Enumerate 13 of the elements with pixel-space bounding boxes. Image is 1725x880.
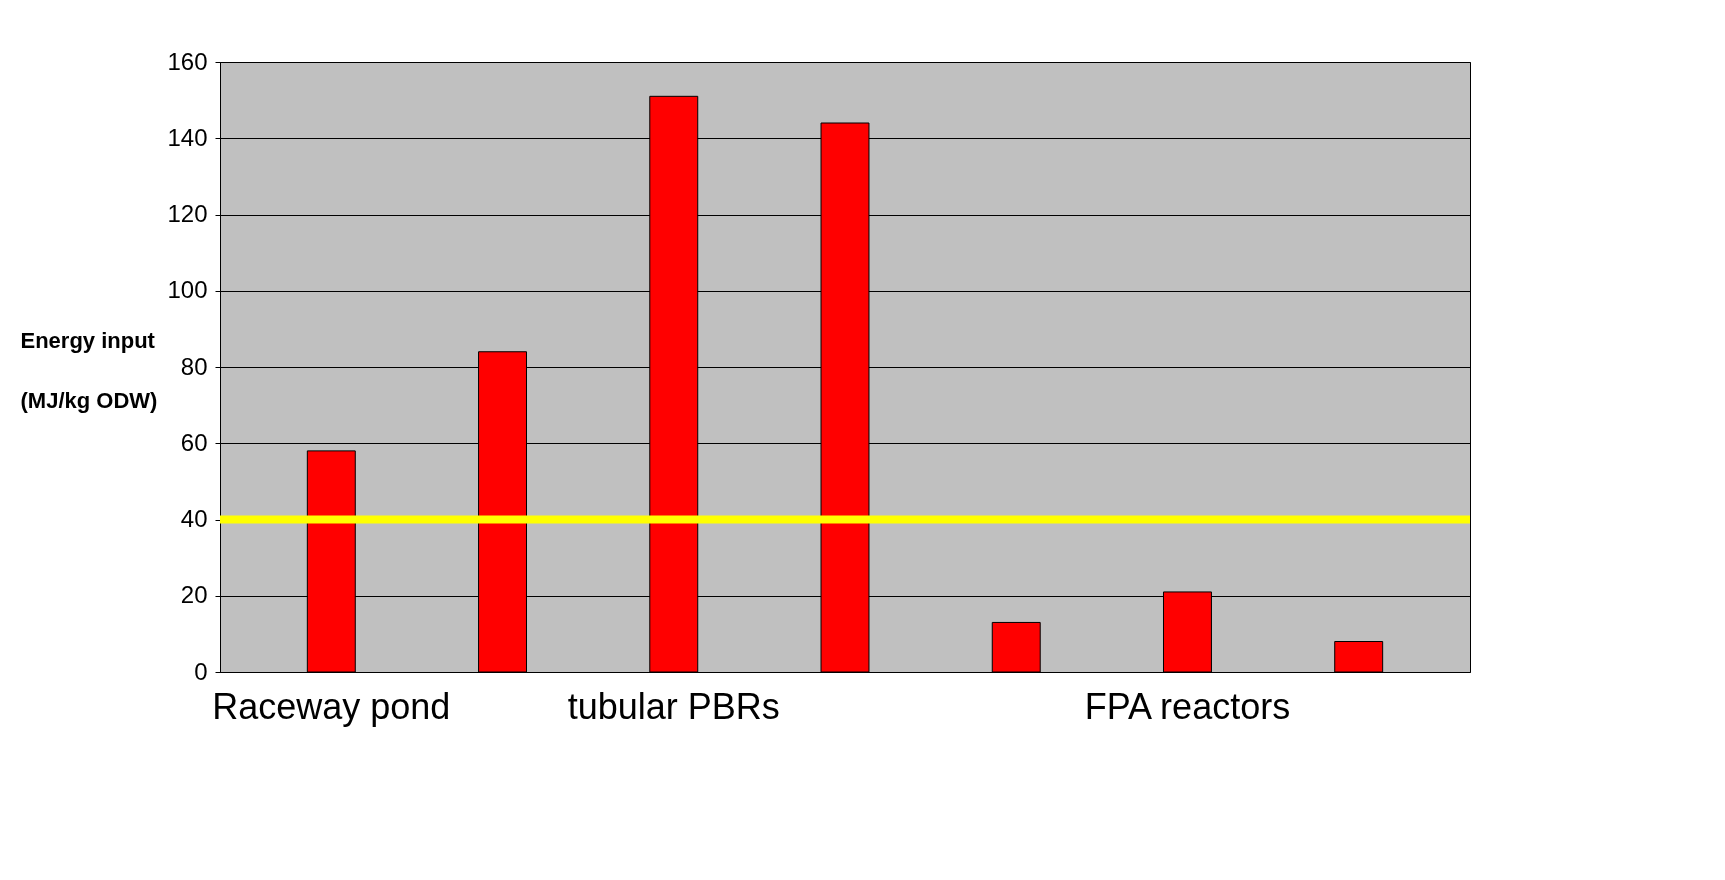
y-tick-label: 100: [167, 276, 208, 304]
y-tick-label: 140: [167, 123, 208, 151]
y-tick-label: 80: [180, 352, 208, 380]
y-tick-label: 0: [194, 657, 208, 685]
y-tick-label: 160: [167, 47, 208, 75]
x-tick-label: tubular PBRs: [567, 685, 780, 727]
y-tick-label: 40: [180, 505, 208, 532]
x-tick-label: FPA reactors: [1084, 685, 1291, 727]
y-tick-label: 20: [180, 581, 208, 609]
x-tick-label: Raceway pond: [212, 685, 451, 727]
text: Energy input (MJ/kg ODW): [20, 327, 158, 413]
y-tick-label: 60: [180, 428, 208, 456]
y-tick-label: 120: [167, 200, 208, 227]
